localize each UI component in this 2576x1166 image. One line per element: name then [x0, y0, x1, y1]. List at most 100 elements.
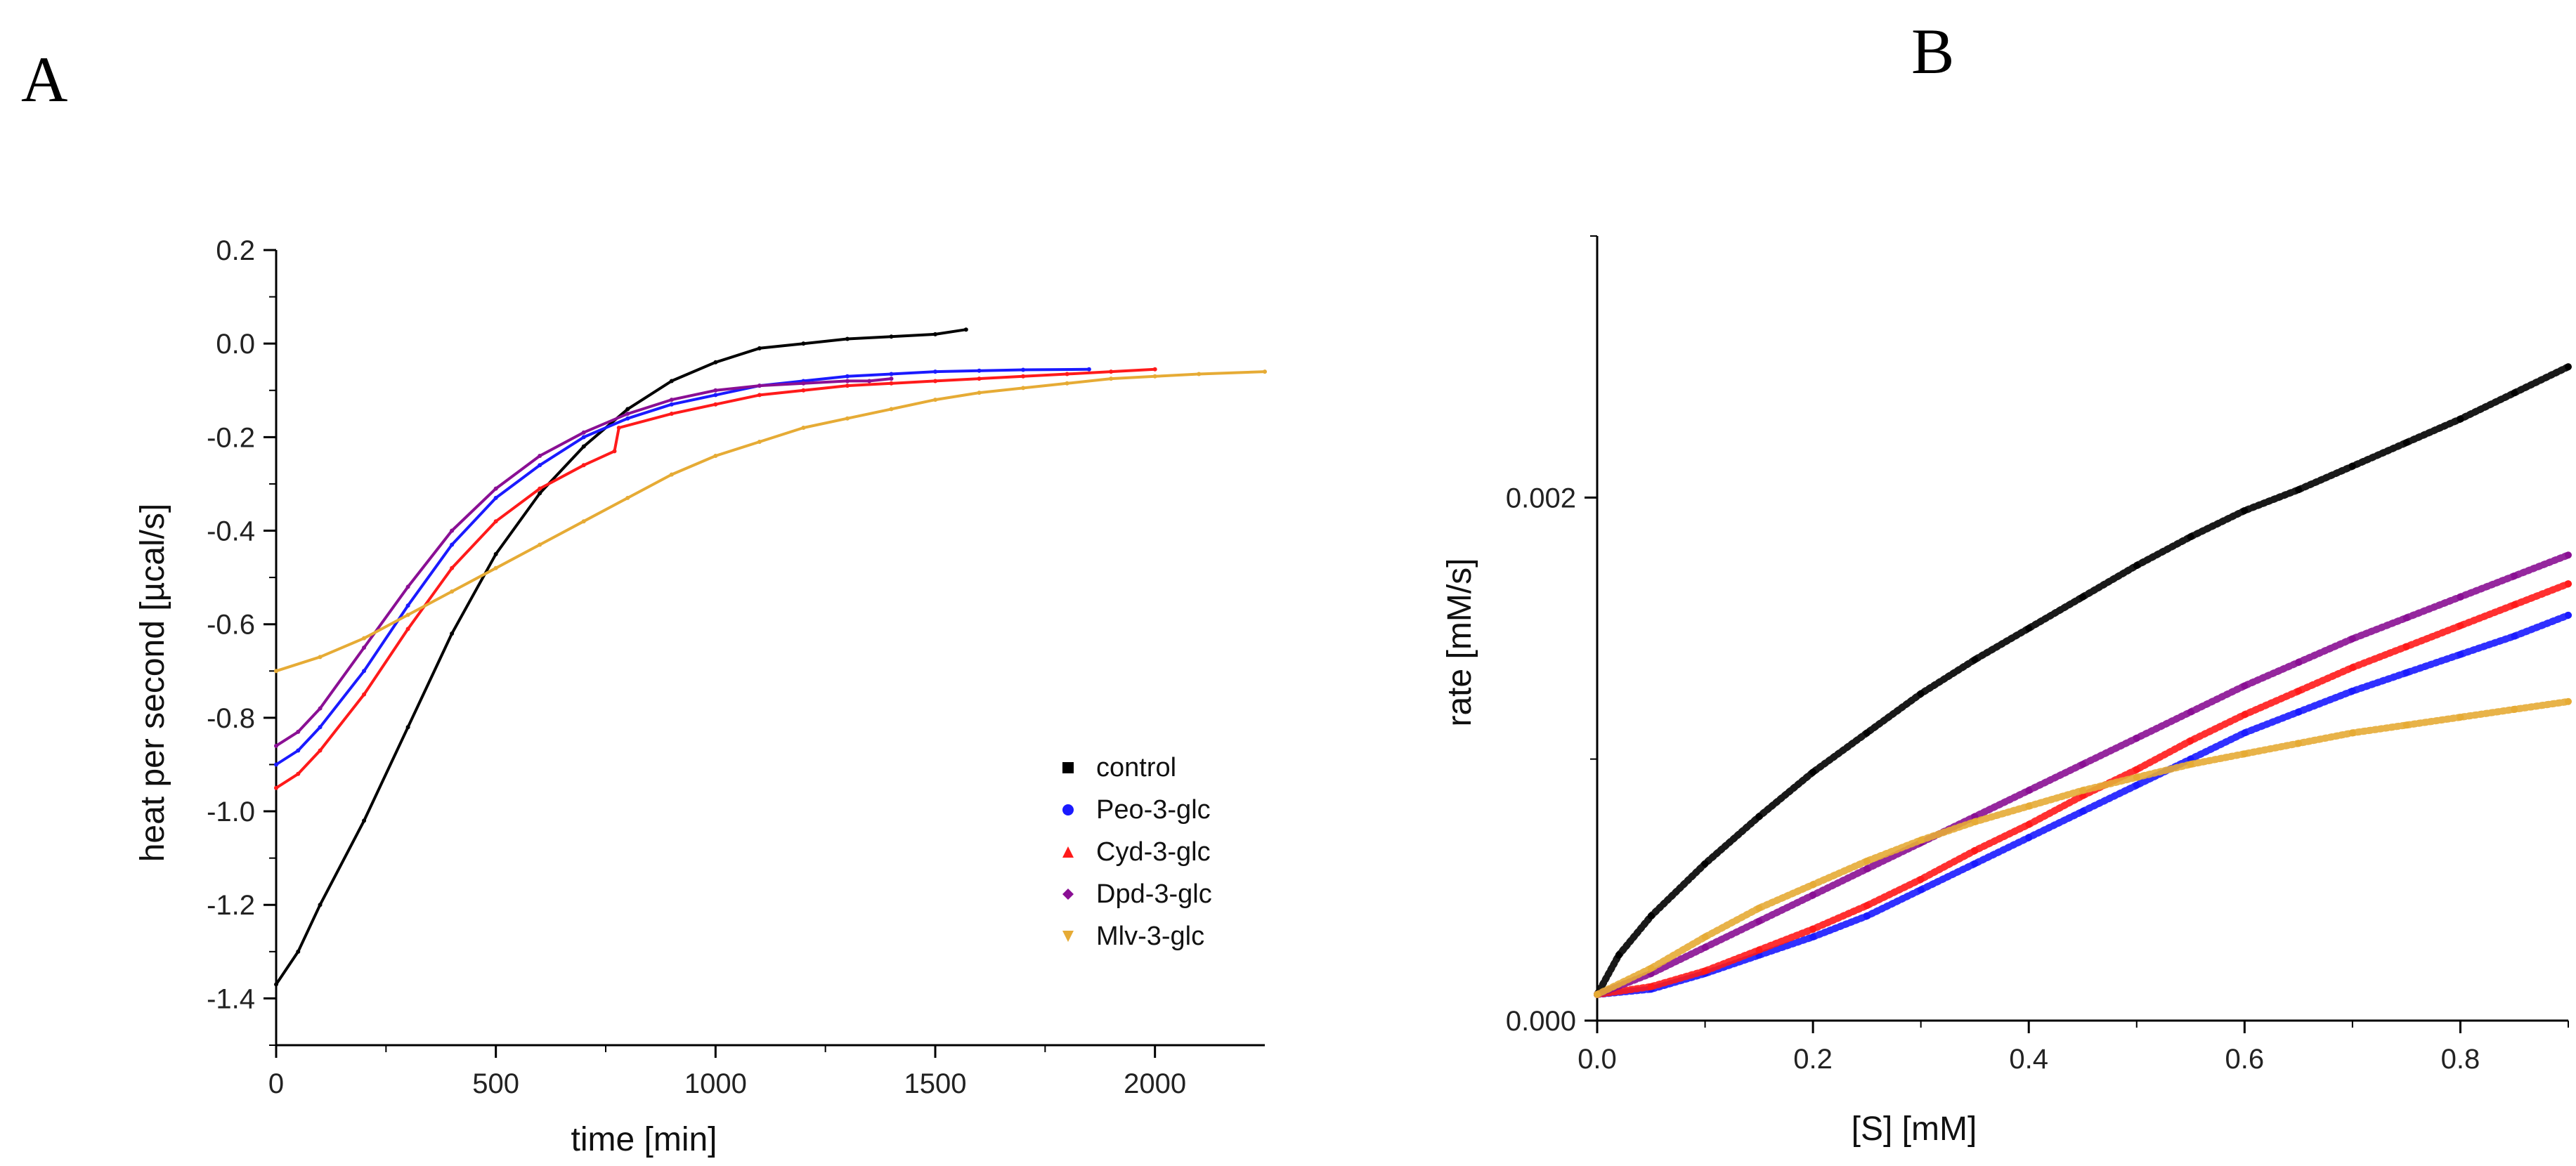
data-point-Dpd-3-glc — [889, 376, 894, 381]
data-point-Mlv-3-glc — [538, 542, 542, 547]
y-tick-label-a: -0.4 — [207, 516, 255, 547]
data-point-Dpd-3-glc — [2187, 708, 2194, 716]
data-point-control — [2348, 462, 2356, 470]
data-point-Mlv-3-glc — [2241, 750, 2249, 758]
data-point-Peo-3-glc — [1809, 933, 1817, 941]
data-point-Dpd-3-glc — [625, 412, 630, 417]
data-point-control — [1615, 951, 1622, 959]
data-point-Cyd-3-glc — [845, 384, 850, 388]
data-point-Cyd-3-glc — [1809, 925, 1817, 933]
data-point-Cyd-3-glc — [493, 519, 498, 524]
y-axis-title-a: heat per second [µcal/s] — [134, 504, 171, 863]
legend-entry-Cyd-3-glc: Cyd-3-glc — [1096, 837, 1211, 867]
data-point-Dpd-3-glc — [2241, 682, 2249, 690]
x-tick-label-b: 0.0 — [1578, 1044, 1617, 1075]
data-point-Dpd-3-glc — [318, 706, 323, 711]
data-point-control — [2241, 506, 2249, 514]
data-point-Mlv-3-glc — [581, 519, 586, 524]
data-point-Mlv-3-glc — [889, 407, 894, 412]
data-point-Peo-3-glc — [669, 402, 674, 407]
data-point-Cyd-3-glc — [801, 388, 806, 393]
data-point-control — [493, 551, 498, 556]
data-point-Peo-3-glc — [977, 368, 982, 373]
data-point-Mlv-3-glc — [2402, 721, 2410, 729]
legend-marker-control — [1062, 762, 1074, 773]
data-point-Cyd-3-glc — [2133, 766, 2140, 773]
data-point-Cyd-3-glc — [713, 402, 718, 407]
data-point-Peo-3-glc — [318, 725, 323, 730]
data-point-control — [538, 491, 542, 496]
data-point-Cyd-3-glc — [2348, 664, 2356, 672]
data-point-control — [889, 334, 894, 339]
data-point-Cyd-3-glc — [1917, 875, 1925, 883]
data-point-Dpd-3-glc — [669, 398, 674, 402]
data-point-control — [963, 327, 968, 332]
data-point-Peo-3-glc — [274, 762, 278, 767]
x-tick-label-b: 0.6 — [2225, 1044, 2265, 1075]
data-point-Mlv-3-glc — [274, 669, 278, 674]
data-point-Dpd-3-glc — [274, 743, 278, 748]
data-point-Peo-3-glc — [2511, 632, 2518, 640]
data-point-Mlv-3-glc — [1197, 372, 1202, 376]
data-point-Peo-3-glc — [362, 669, 367, 674]
data-point-control — [274, 982, 278, 987]
legend-marker-Cyd-3-glc — [1062, 846, 1074, 858]
data-point-Cyd-3-glc — [1863, 902, 1871, 910]
chart-b: 0.0 0.2 0.4 0.6 0.8 0.000 0.002 [S] [mM] rate [m… — [1441, 235, 2572, 1148]
data-point-Cyd-3-glc — [1755, 946, 1763, 954]
data-point-control — [450, 631, 455, 636]
legend-entry-Mlv-3-glc: Mlv-3-glc — [1096, 922, 1204, 951]
data-point-control — [1917, 690, 1925, 697]
panel-label-a: A — [21, 44, 68, 115]
x-tick-label-b: 0.2 — [1793, 1044, 1833, 1075]
data-point-Mlv-3-glc — [1263, 369, 1267, 374]
y-tick-label-a: 0.0 — [216, 329, 255, 360]
data-point-Mlv-3-glc — [1152, 374, 1157, 379]
data-point-Peo-3-glc — [581, 435, 586, 440]
data-point-Mlv-3-glc — [2565, 697, 2572, 705]
data-point-Cyd-3-glc — [977, 376, 982, 381]
data-point-Cyd-3-glc — [296, 771, 301, 776]
data-point-Peo-3-glc — [2133, 781, 2140, 789]
data-point-Peo-3-glc — [2402, 669, 2410, 676]
data-point-Peo-3-glc — [1863, 912, 1871, 920]
data-point-Mlv-3-glc — [2187, 761, 2194, 768]
data-point-control — [2079, 593, 2086, 601]
data-point-Cyd-3-glc — [405, 627, 410, 631]
data-point-Cyd-3-glc — [1647, 983, 1655, 990]
data-point-control — [2295, 486, 2303, 494]
data-point-Cyd-3-glc — [2511, 601, 2518, 608]
data-point-Dpd-3-glc — [1863, 865, 1871, 873]
data-point-control — [1755, 813, 1763, 820]
data-point-Mlv-3-glc — [757, 440, 762, 445]
series-line-Mlv-3-glc — [275, 370, 1266, 673]
data-point-Cyd-3-glc — [318, 748, 323, 753]
data-point-Dpd-3-glc — [867, 379, 872, 384]
data-point-Dpd-3-glc — [581, 430, 586, 435]
data-point-Peo-3-glc — [2079, 808, 2086, 815]
data-point-Mlv-3-glc — [713, 453, 718, 458]
data-point-Dpd-3-glc — [757, 384, 762, 388]
series-scatter-Mlv-3-glc — [1594, 697, 2572, 998]
data-point-control — [1863, 729, 1871, 737]
data-point-control — [713, 360, 718, 365]
data-point-control — [362, 818, 367, 823]
data-point-Mlv-3-glc — [493, 565, 498, 570]
data-point-Mlv-3-glc — [1594, 990, 1601, 998]
data-point-Dpd-3-glc — [1809, 891, 1817, 899]
chart-a: 0 500 1000 1500 2000 0.2 0.0 -0.2 -0.4 -0.6 -0.8 -1… — [134, 235, 1267, 1158]
data-point-Cyd-3-glc — [2187, 737, 2194, 745]
data-point-Mlv-3-glc — [2457, 714, 2464, 721]
y-tick-label-a: -1.0 — [207, 797, 255, 827]
data-point-Cyd-3-glc — [2295, 687, 2303, 695]
series-line-Peo-3-glc — [275, 367, 1089, 766]
y-tick-label-b: 0.002 — [1506, 483, 1576, 513]
data-point-control — [2457, 415, 2464, 423]
data-point-Dpd-3-glc — [1755, 917, 1763, 925]
data-point-Cyd-3-glc — [581, 463, 586, 468]
y-tick-label-a: -0.8 — [207, 703, 255, 734]
data-point-control — [2511, 389, 2518, 397]
data-point-Cyd-3-glc — [933, 379, 937, 384]
data-point-Dpd-3-glc — [801, 381, 806, 386]
data-point-Mlv-3-glc — [1065, 381, 1069, 386]
